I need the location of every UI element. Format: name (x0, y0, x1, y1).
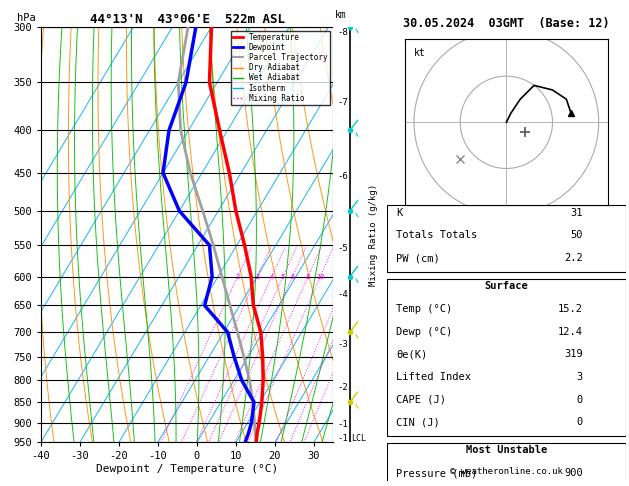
Text: CIN (J): CIN (J) (396, 417, 440, 427)
Text: 31: 31 (571, 208, 583, 218)
Title: 44°13'N  43°06'E  522m ASL: 44°13'N 43°06'E 522m ASL (89, 13, 285, 26)
Text: -2: -2 (338, 382, 348, 392)
Text: LCL: LCL (352, 434, 366, 443)
Text: K: K (396, 208, 403, 218)
Text: θe(K): θe(K) (396, 349, 428, 359)
Text: -1: -1 (338, 420, 348, 429)
Text: © weatheronline.co.uk: © weatheronline.co.uk (450, 468, 563, 476)
Text: 12.4: 12.4 (558, 327, 583, 337)
Text: 319: 319 (564, 349, 583, 359)
Text: Totals Totals: Totals Totals (396, 230, 477, 241)
Text: 0: 0 (577, 417, 583, 427)
Text: Pressure (mb): Pressure (mb) (396, 468, 477, 478)
Text: kt: kt (414, 49, 426, 58)
Text: -6: -6 (338, 173, 348, 181)
Legend: Temperature, Dewpoint, Parcel Trajectory, Dry Adiabat, Wet Adiabat, Isotherm, Mi: Temperature, Dewpoint, Parcel Trajectory… (231, 31, 330, 105)
Text: 900: 900 (564, 468, 583, 478)
Text: -3: -3 (338, 340, 348, 349)
Text: -1: -1 (338, 434, 348, 443)
Text: -4: -4 (338, 290, 348, 299)
Text: Dewp (°C): Dewp (°C) (396, 327, 453, 337)
Text: 30.05.2024  03GMT  (Base: 12): 30.05.2024 03GMT (Base: 12) (403, 17, 610, 30)
Text: 10: 10 (316, 274, 325, 279)
Text: km: km (335, 10, 347, 19)
Text: 50: 50 (571, 230, 583, 241)
Text: Lifted Index: Lifted Index (396, 372, 471, 382)
Text: Most Unstable: Most Unstable (465, 446, 547, 455)
Text: -7: -7 (338, 98, 348, 107)
Text: 3: 3 (577, 372, 583, 382)
Text: 2.2: 2.2 (564, 253, 583, 263)
Text: PW (cm): PW (cm) (396, 253, 440, 263)
Text: 6: 6 (291, 274, 294, 279)
Text: -8: -8 (338, 28, 348, 37)
Text: Mixing Ratio (g/kg): Mixing Ratio (g/kg) (369, 183, 378, 286)
Text: 3: 3 (255, 274, 259, 279)
Text: Temp (°C): Temp (°C) (396, 304, 453, 314)
Text: -5: -5 (338, 244, 348, 253)
Text: 0: 0 (577, 395, 583, 404)
Text: 5: 5 (281, 274, 285, 279)
Text: 4: 4 (269, 274, 274, 279)
Text: Surface: Surface (484, 281, 528, 292)
Text: CAPE (J): CAPE (J) (396, 395, 447, 404)
Text: hPa: hPa (18, 13, 36, 22)
Text: 8: 8 (306, 274, 310, 279)
X-axis label: Dewpoint / Temperature (°C): Dewpoint / Temperature (°C) (96, 464, 278, 474)
Text: 15.2: 15.2 (558, 304, 583, 314)
Text: 2: 2 (235, 274, 240, 279)
